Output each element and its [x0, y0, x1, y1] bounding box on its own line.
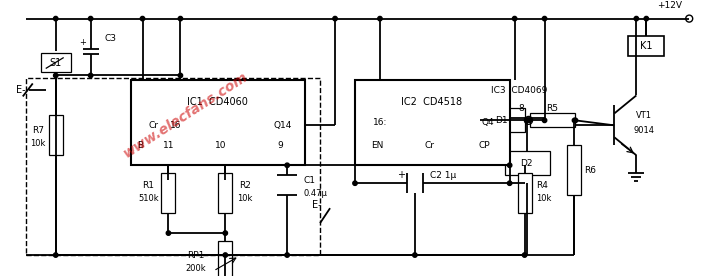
Circle shape [223, 253, 227, 257]
Text: R6: R6 [584, 166, 596, 175]
Circle shape [523, 253, 527, 257]
Text: 0.47μ: 0.47μ [303, 189, 327, 198]
Bar [567, 145, 581, 195]
Text: 10: 10 [214, 141, 226, 150]
Circle shape [178, 16, 182, 21]
Circle shape [285, 163, 290, 168]
Text: R1: R1 [143, 181, 155, 190]
Circle shape [572, 118, 577, 123]
Text: C2 1μ: C2 1μ [430, 171, 456, 180]
Circle shape [353, 181, 357, 185]
Circle shape [89, 16, 93, 21]
Bar [26, 78, 320, 255]
Text: Q14: Q14 [274, 121, 293, 130]
Text: C1: C1 [303, 176, 315, 185]
Text: 510k: 510k [138, 194, 159, 203]
Text: R5: R5 [547, 104, 559, 113]
Text: D2: D2 [520, 159, 532, 168]
Text: IC1  CD4060: IC1 CD4060 [187, 97, 248, 107]
Circle shape [508, 163, 512, 168]
Text: Q4: Q4 [481, 118, 494, 127]
Circle shape [333, 16, 337, 21]
Circle shape [413, 253, 417, 257]
Bar [131, 81, 305, 165]
Text: S1: S1 [50, 57, 62, 68]
Text: VT1: VT1 [636, 111, 652, 120]
Circle shape [644, 16, 648, 21]
Circle shape [513, 16, 517, 21]
Text: 10k: 10k [238, 194, 253, 203]
Circle shape [178, 73, 182, 78]
Bar [628, 36, 665, 55]
Text: 10k: 10k [537, 194, 552, 203]
Bar [161, 173, 175, 213]
Text: R4: R4 [537, 181, 548, 190]
Text: E-: E- [312, 200, 322, 210]
Text: IC3  CD4069: IC3 CD4069 [491, 86, 548, 95]
Text: D1: D1 [496, 116, 508, 125]
Circle shape [508, 181, 512, 185]
Bar [530, 113, 576, 127]
Circle shape [525, 118, 529, 123]
Text: 11: 11 [163, 141, 174, 150]
Text: E-: E- [16, 86, 26, 95]
Text: IC2  CD4518: IC2 CD4518 [401, 97, 462, 107]
Bar [505, 151, 550, 175]
Circle shape [141, 16, 145, 21]
Circle shape [53, 253, 58, 257]
Bar [40, 52, 71, 73]
Bar [355, 81, 510, 165]
Bar [218, 173, 232, 213]
Text: 10k: 10k [30, 139, 45, 148]
Bar [49, 115, 62, 155]
Circle shape [542, 16, 547, 21]
Circle shape [166, 231, 170, 235]
Text: EN: EN [371, 141, 383, 150]
Text: 16:: 16: [373, 118, 388, 127]
Text: R2: R2 [239, 181, 251, 190]
Text: +: + [80, 38, 86, 47]
Circle shape [53, 16, 58, 21]
Circle shape [223, 231, 227, 235]
Bar [518, 173, 532, 213]
Bar [218, 241, 232, 276]
Circle shape [378, 16, 382, 21]
Circle shape [89, 73, 93, 78]
Circle shape [285, 253, 290, 257]
Text: R7: R7 [32, 126, 44, 135]
Text: +12V: +12V [657, 1, 682, 10]
Text: 200k: 200k [185, 264, 206, 272]
Text: C3: C3 [104, 34, 116, 43]
Text: 8: 8 [519, 104, 525, 113]
Text: www.elecfans.com: www.elecfans.com [121, 70, 251, 161]
Circle shape [573, 118, 578, 123]
Text: 16: 16 [170, 121, 181, 130]
Text: 9: 9 [278, 141, 283, 150]
Text: B: B [138, 141, 143, 150]
Bar [480, 108, 525, 132]
Text: CP: CP [479, 141, 491, 150]
Text: +: + [397, 170, 405, 180]
Text: 9014: 9014 [634, 126, 655, 135]
Text: K1: K1 [640, 41, 652, 51]
Circle shape [53, 73, 58, 78]
Text: Cr: Cr [148, 121, 158, 130]
Circle shape [528, 118, 532, 123]
Text: RP1: RP1 [187, 251, 204, 259]
Circle shape [634, 16, 638, 21]
Circle shape [542, 118, 547, 123]
Text: Cr: Cr [425, 141, 435, 150]
